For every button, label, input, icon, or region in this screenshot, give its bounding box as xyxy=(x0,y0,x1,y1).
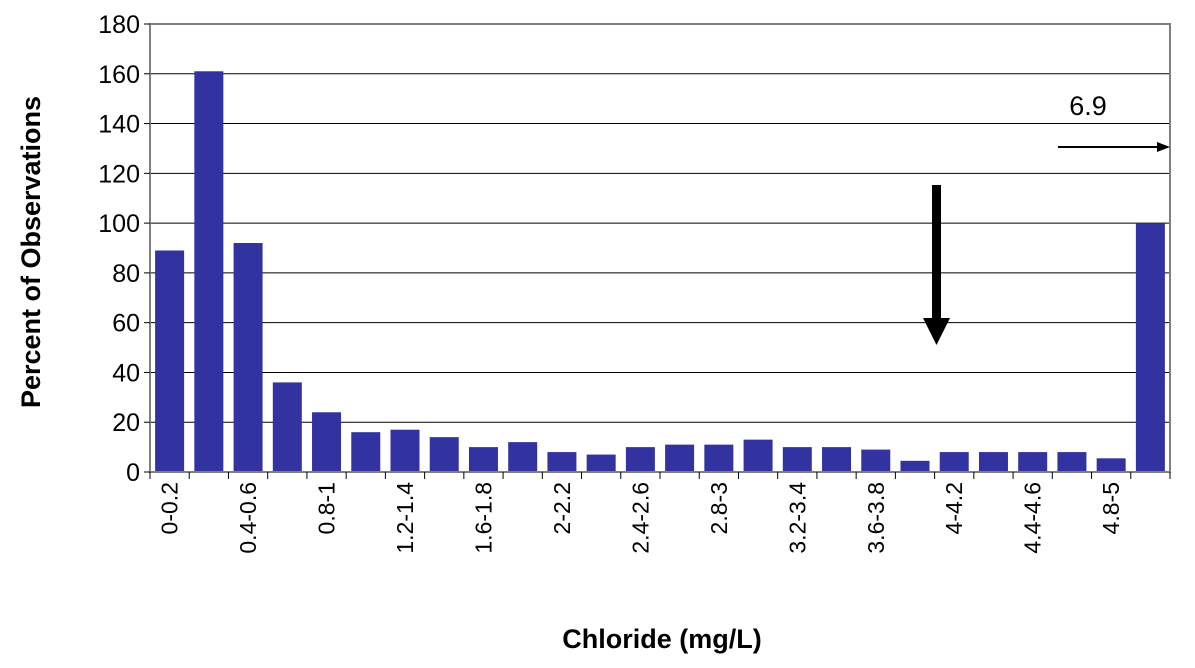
bar xyxy=(508,442,538,472)
bar xyxy=(586,454,616,472)
y-axis-title: Percent of Observations xyxy=(16,96,46,408)
x-tick-label: 4.4-4.6 xyxy=(1020,482,1046,554)
y-tick-label: 0 xyxy=(126,459,140,487)
y-tick-label: 180 xyxy=(98,11,140,39)
bar xyxy=(665,444,695,472)
bar xyxy=(625,447,655,472)
x-tick-label: 2.8-3 xyxy=(706,482,732,534)
annotation-label: 6.9 xyxy=(1069,91,1107,121)
x-tick-label: 0.4-0.6 xyxy=(235,482,261,554)
bar xyxy=(429,437,459,472)
x-tick-label: 4-4.2 xyxy=(941,482,967,534)
down-arrow-annotation xyxy=(923,185,950,345)
y-tick-label: 160 xyxy=(98,61,140,89)
bar xyxy=(194,71,224,473)
bars xyxy=(155,71,1165,473)
bar xyxy=(1096,458,1126,472)
bar xyxy=(900,460,930,472)
y-tick-label: 60 xyxy=(112,310,140,338)
x-tick-label: 1.2-1.4 xyxy=(392,482,418,554)
y-tick-label: 20 xyxy=(112,409,140,437)
y-tick-label: 40 xyxy=(112,359,140,387)
x-tick-label: 3.2-3.4 xyxy=(784,482,810,554)
bar xyxy=(547,452,577,472)
bar xyxy=(312,412,342,472)
y-tick-label: 80 xyxy=(112,260,140,288)
bar xyxy=(351,432,381,472)
right-arrow-annotation xyxy=(1058,142,1170,152)
y-tick-label: 100 xyxy=(98,210,140,238)
x-tick-label: 0.8-1 xyxy=(314,482,340,534)
y-tick-label: 140 xyxy=(98,111,140,139)
x-tick-label: 3.6-3.8 xyxy=(863,482,889,554)
bar xyxy=(1057,452,1087,472)
y-tick-label: 120 xyxy=(98,160,140,188)
y-tick-labels: 0 20 40 60 80 100 120 140 160 180 xyxy=(98,11,150,487)
plot-frame xyxy=(149,23,1171,473)
gridlines xyxy=(150,73,1170,423)
bar xyxy=(939,452,969,472)
bar xyxy=(390,429,420,472)
bar xyxy=(978,452,1008,472)
bar xyxy=(233,243,263,472)
x-tick-labels: 0-0.2 0.4-0.6 0.8-1 1.2-1.4 1.6-1.8 2-2.2 2.4-… xyxy=(149,472,1171,554)
x-tick-label: 2.4-2.6 xyxy=(627,482,653,554)
bar xyxy=(272,382,302,472)
x-tick-label: 1.6-1.8 xyxy=(470,482,496,554)
x-axis-title: Chloride (mg/L) xyxy=(562,624,761,654)
bar xyxy=(155,250,185,472)
bar xyxy=(704,444,734,472)
x-tick-label: 4.8-5 xyxy=(1098,482,1124,534)
bar xyxy=(1135,223,1165,472)
x-tick-label: 2-2.2 xyxy=(549,482,575,534)
bar xyxy=(743,439,773,472)
bar xyxy=(861,449,891,472)
x-tick-label: 0-0.2 xyxy=(157,482,183,534)
bar xyxy=(822,447,852,472)
bar xyxy=(1018,452,1048,472)
bar xyxy=(468,447,498,472)
bar xyxy=(782,447,812,472)
